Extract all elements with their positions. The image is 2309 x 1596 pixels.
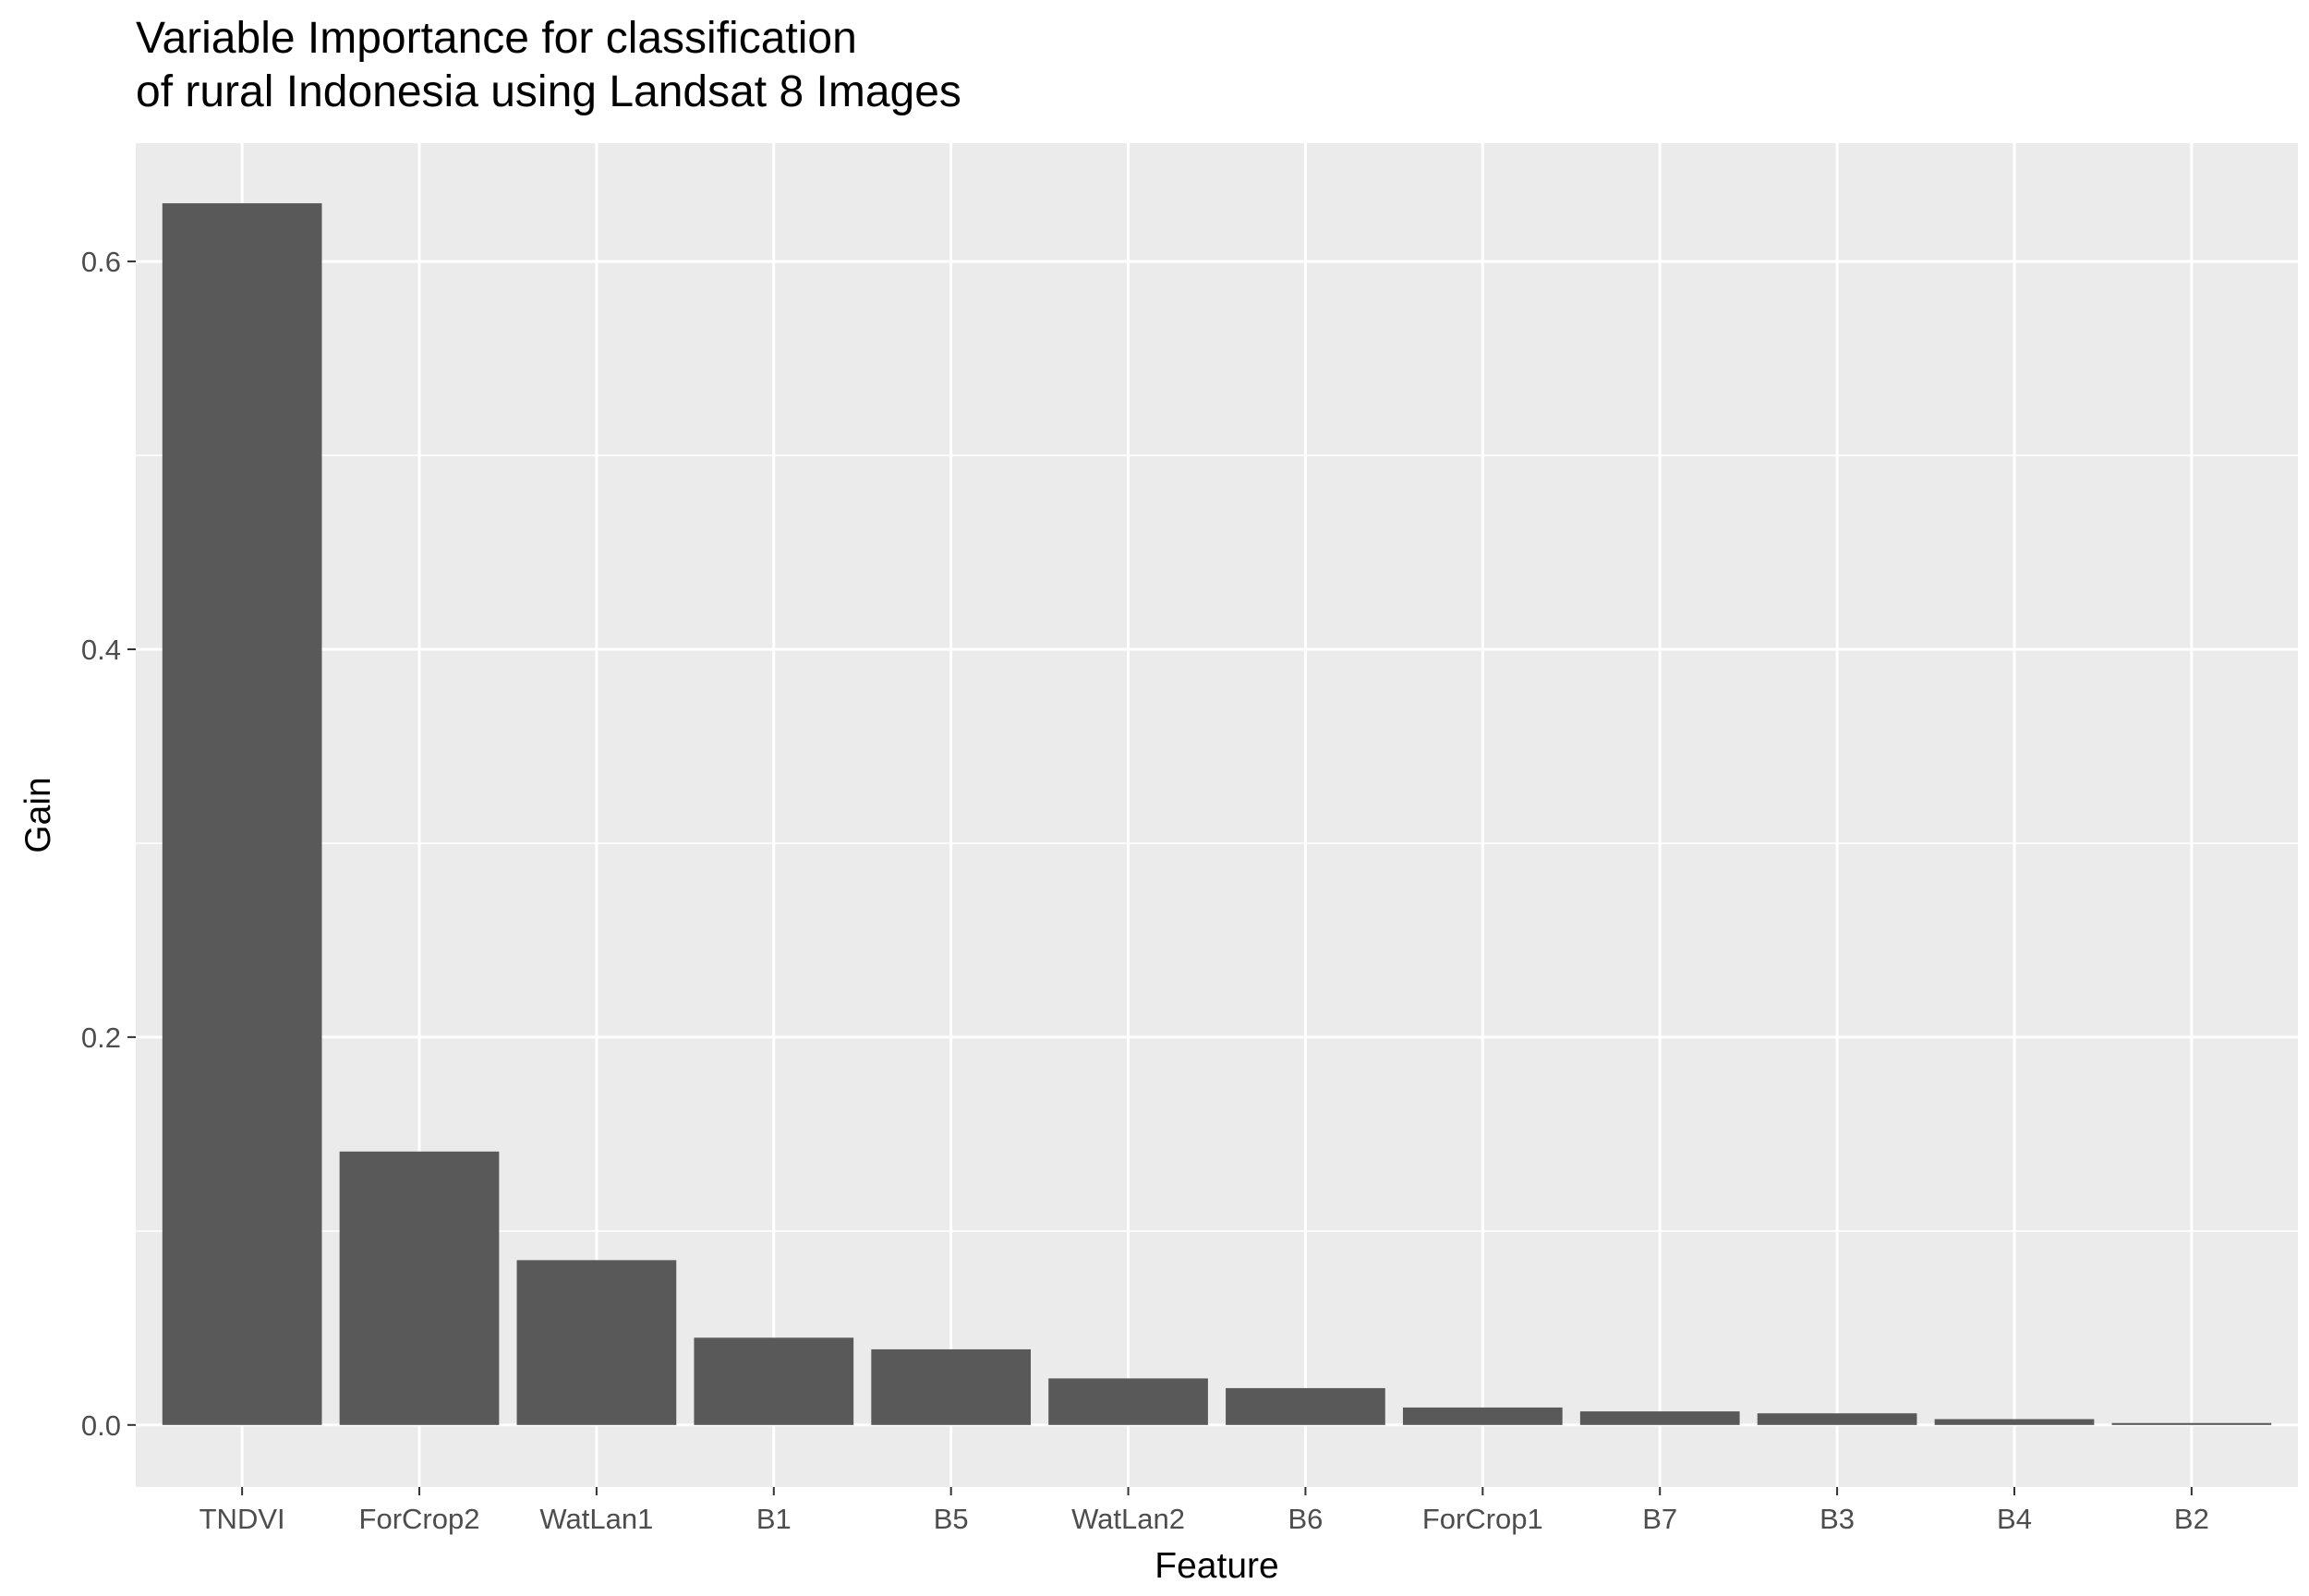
x-tick-label: B5: [934, 1503, 969, 1535]
x-tick-label: B6: [1287, 1503, 1323, 1535]
x-tick-label: B7: [1642, 1503, 1677, 1535]
chart-title-line-1: Variable Importance for classification: [136, 14, 857, 63]
x-tick-label: WatLan1: [539, 1503, 653, 1535]
x-tick-label: WatLan2: [1071, 1503, 1185, 1535]
bars-layer: [162, 203, 2272, 1425]
y-axis: 0.0 0.2 0.4 0.6: [81, 246, 136, 1442]
x-tick-label: TNDVI: [199, 1503, 285, 1535]
bar: [162, 203, 322, 1425]
bar: [1402, 1407, 1563, 1425]
bar: [516, 1260, 677, 1425]
bar: [1579, 1411, 1740, 1425]
x-tick-label: ForCrop2: [359, 1503, 480, 1535]
bar: [339, 1151, 500, 1425]
bar: [1048, 1378, 1208, 1425]
x-tick-label: ForCrop1: [1422, 1503, 1543, 1535]
bar: [2111, 1422, 2272, 1425]
x-tick-label: B4: [1997, 1503, 2032, 1535]
x-axis-title: Feature: [1154, 1546, 1278, 1586]
y-tick-label: 0.6: [81, 246, 121, 278]
y-axis-title: Gain: [18, 777, 58, 852]
bar: [1757, 1413, 1917, 1425]
x-tick-label: B2: [2174, 1503, 2209, 1535]
bar: [1226, 1387, 1385, 1425]
x-axis: TNDVI ForCrop2 WatLan1 B1 B5 WatLan2 B6 ForCrop…: [199, 1487, 2209, 1535]
y-tick-label: 0.4: [81, 634, 121, 666]
bar: [871, 1348, 1032, 1425]
chart-title-line-2: of rural Indonesia using Landsat 8 Image…: [136, 67, 961, 116]
bar: [1934, 1419, 2095, 1425]
y-tick-label: 0.0: [81, 1409, 121, 1442]
x-tick-label: B3: [1819, 1503, 1855, 1535]
x-tick-label: B1: [756, 1503, 792, 1535]
bar: [694, 1337, 854, 1425]
y-tick-label: 0.2: [81, 1022, 121, 1054]
